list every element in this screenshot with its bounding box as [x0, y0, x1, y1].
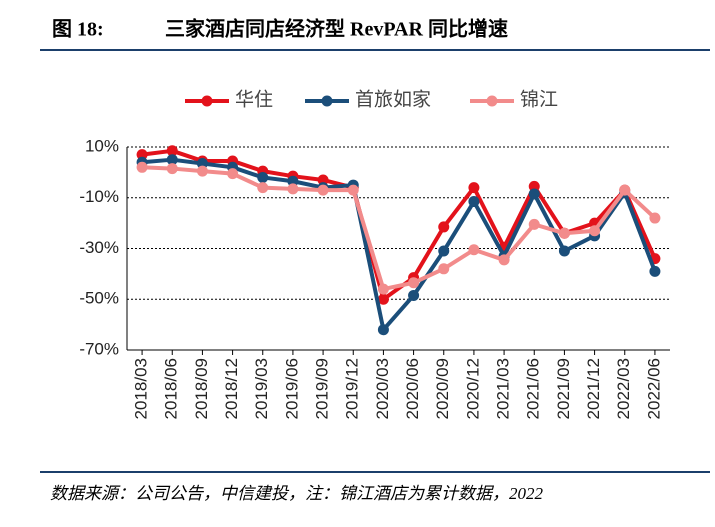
point [438, 263, 450, 275]
x-tick-label: 2021/09 [554, 358, 573, 419]
point [468, 244, 480, 256]
x-tick-label: 2020/12 [463, 358, 482, 419]
x-tick-label: 2019/12 [343, 358, 362, 419]
x-tick-label: 2020/03 [373, 358, 392, 419]
x-tick-label: 2022/06 [644, 358, 663, 419]
point [589, 225, 601, 237]
point [619, 184, 631, 196]
point [166, 163, 178, 175]
figure-number: 图 18: [52, 18, 104, 41]
point [438, 245, 450, 257]
point [528, 188, 540, 200]
legend-marker [486, 95, 498, 107]
point [558, 227, 570, 239]
point [317, 184, 329, 196]
point [408, 289, 420, 301]
point [528, 180, 540, 192]
point [649, 212, 661, 224]
x-tick-label: 2022/03 [614, 358, 633, 419]
point [347, 184, 359, 196]
legend-label: 华住 [235, 88, 273, 110]
source-note: 数据来源：公司公告，中信建投，注：锦江酒店为累计数据，2022 [50, 484, 543, 503]
y-tick-label: 10% [85, 136, 119, 155]
point [528, 218, 540, 230]
x-tick-label: 2020/09 [433, 358, 452, 419]
series-line [141, 157, 657, 332]
point [166, 145, 178, 157]
point [287, 183, 299, 195]
legend-label: 锦江 [520, 88, 558, 110]
point [287, 175, 299, 187]
point [166, 154, 178, 166]
point [468, 196, 480, 208]
x-tick-label: 2018/12 [222, 358, 241, 419]
point [196, 165, 208, 177]
chart-title: 三家酒店同店经济型 RevPAR 同比增速 [165, 17, 508, 41]
point [438, 221, 450, 233]
point [196, 157, 208, 169]
legend-label: 首旅如家 [355, 88, 431, 110]
point [377, 283, 389, 295]
point [257, 182, 269, 194]
x-tick-label: 2021/12 [584, 358, 603, 419]
point [317, 174, 329, 186]
point [558, 245, 570, 257]
y-tick-label: -50% [79, 289, 119, 308]
point [257, 171, 269, 183]
x-tick-label: 2019/09 [313, 358, 332, 419]
point [227, 168, 239, 180]
x-tick-label: 2018/06 [162, 358, 181, 419]
point [498, 254, 510, 266]
x-tick-label: 2020/06 [403, 358, 422, 419]
legend-marker [321, 95, 333, 107]
point [468, 182, 480, 194]
point [377, 324, 389, 336]
y-tick-label: -70% [79, 339, 119, 358]
point [136, 161, 148, 173]
point [136, 149, 148, 161]
x-tick-label: 2018/03 [132, 358, 151, 419]
legend-marker [201, 95, 213, 107]
y-tick-label: -30% [79, 238, 119, 257]
point [649, 265, 661, 277]
x-tick-label: 2021/06 [524, 358, 543, 419]
point [377, 293, 389, 305]
y-tick-label: -10% [79, 187, 119, 206]
point [408, 277, 420, 289]
x-tick-label: 2019/06 [282, 358, 301, 419]
x-tick-label: 2018/09 [192, 358, 211, 419]
x-tick-label: 2019/03 [252, 358, 271, 419]
x-tick-label: 2021/03 [494, 358, 513, 419]
